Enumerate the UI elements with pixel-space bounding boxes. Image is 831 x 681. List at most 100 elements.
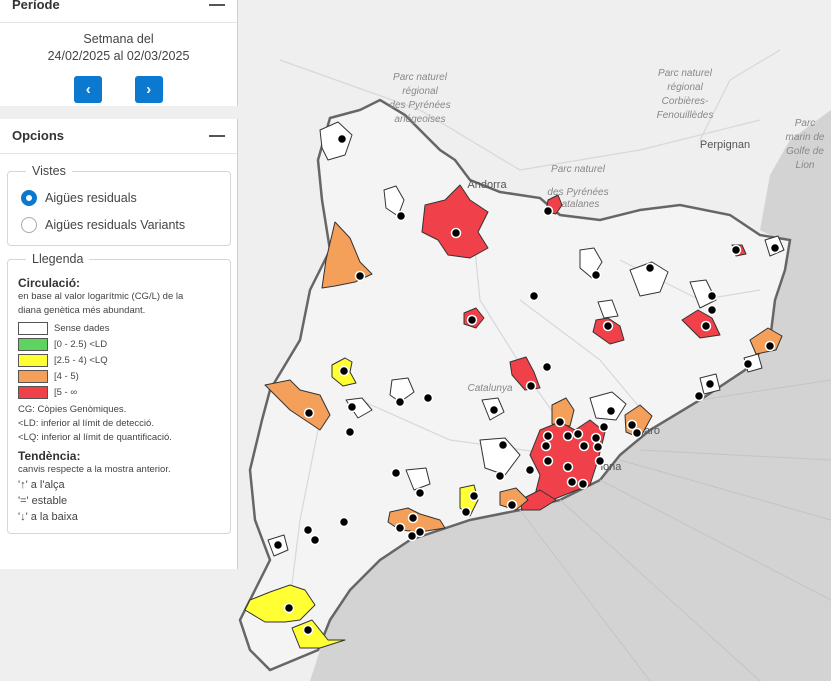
sample-point [336, 133, 348, 145]
map-label-line: Golfe de [786, 146, 824, 157]
sample-point [572, 428, 584, 440]
area-nodata [689, 279, 717, 309]
collapse-icon[interactable] [209, 4, 225, 6]
sample-point [406, 530, 418, 542]
tendencia-desc: canvis respecte a la mostra anterior. [18, 464, 171, 475]
sample-point [706, 290, 718, 302]
sampling-points[interactable] [272, 133, 781, 636]
sample-point [769, 242, 781, 254]
sample-point [450, 227, 462, 239]
opcions-title: Opcions [12, 128, 65, 143]
legend-item-ld: [0 - 2.5) <LD [18, 336, 222, 352]
legend-label: [5 - ∞ [54, 386, 78, 398]
area-nodata [319, 121, 353, 161]
previous-week-button[interactable]: ‹ [74, 76, 103, 103]
area-nodata [479, 437, 521, 476]
map-label-catalanes: Parc naturel [551, 164, 606, 175]
sample-point [541, 361, 553, 373]
sample-point [497, 439, 509, 451]
legend-label: [2.5 - 4) <LQ [54, 354, 108, 366]
sample-point [272, 539, 284, 551]
note-cg: CG: Còpies Genòmiques. [18, 404, 127, 415]
sample-point [344, 426, 356, 438]
map-label-line: ariégeoises [394, 114, 445, 125]
swatch [18, 337, 48, 351]
map-label-andorra: Andorra [467, 179, 507, 191]
map-label-mataro: aro [644, 425, 660, 437]
sample-point [742, 358, 754, 370]
sample-point [566, 476, 578, 488]
area-red [681, 309, 721, 339]
area-nodata [383, 185, 405, 217]
sample-point [525, 380, 537, 392]
sample-point [730, 244, 742, 256]
radio-selected-icon[interactable] [21, 189, 37, 206]
legend-label: [0 - 2.5) <LD [54, 338, 108, 350]
sample-point [338, 365, 350, 377]
sample-point [309, 534, 321, 546]
option-label: Aigües residuals Variants [45, 217, 186, 232]
sample-point [506, 499, 518, 511]
option-aigues-residuals-variants[interactable]: Aigües residuals Variants [18, 211, 222, 238]
area-red [519, 489, 557, 511]
week-range: 24/02/2025 al 02/03/2025 [47, 49, 190, 63]
map-label-line: des Pyrénées [547, 187, 608, 198]
legend-classes: Sense dades [0 - 2.5) <LD [2.5 - 4) <LQ … [18, 320, 222, 400]
trend-up: '↑' a l'alça [18, 479, 65, 491]
llegenda-legend: Llegenda [32, 252, 84, 266]
legend-item-lq: [2.5 - 4) <LQ [18, 352, 222, 368]
area-nodata [597, 299, 619, 319]
sample-point [542, 205, 554, 217]
sample-point [466, 314, 478, 326]
circulacio-desc: en base al valor logarítmic (CG/L) de la [18, 291, 184, 302]
next-week-button[interactable]: › [134, 76, 163, 103]
map-label-pyrenees-ariegeoises: Parc naturel [393, 72, 448, 83]
chevron-right-icon: › [146, 81, 152, 98]
option-aigues-residuals[interactable]: Aigües residuals [18, 184, 222, 211]
sample-point [602, 320, 614, 332]
area-yellow [244, 584, 316, 623]
opcions-header[interactable]: Opcions [0, 119, 237, 154]
sample-point [354, 270, 366, 282]
sample-point [414, 526, 426, 538]
swatch [18, 369, 48, 383]
map-label-line: Corbières- [662, 96, 709, 107]
circulacio-desc: diana genètica més abundant. [18, 305, 146, 316]
area-red [421, 184, 489, 259]
legend-item-5-inf: [5 - ∞ [18, 384, 222, 400]
legend-label: Sense dades [54, 322, 110, 334]
sample-point [283, 602, 295, 614]
sample-point [303, 407, 315, 419]
collapse-icon[interactable] [209, 135, 225, 137]
sample-point [394, 522, 406, 534]
sample-point [468, 490, 480, 502]
week-info: Setmana del 24/02/2025 al 02/03/2025 [0, 31, 237, 65]
sample-point [706, 304, 718, 316]
sample-point [460, 506, 472, 518]
sample-point [605, 405, 617, 417]
swatch [18, 321, 48, 335]
map-label-line: régional [402, 86, 438, 97]
periode-panel: Període Setmana del 24/02/2025 al 02/03/… [0, 0, 238, 106]
map-label-line: des Pyrénées [389, 100, 450, 111]
swatch [18, 353, 48, 367]
periode-header[interactable]: Període [0, 0, 237, 23]
sample-point [592, 441, 604, 453]
sample-point [407, 512, 419, 524]
map-label-barcelona: lona [601, 461, 623, 473]
map-label-line: Fenouillèdes [657, 110, 714, 121]
map-label-line: marin de [786, 132, 825, 143]
circulacio-title: Circulació: [18, 276, 81, 290]
legend-item-4-5: [4 - 5) [18, 368, 222, 384]
sample-point [422, 392, 434, 404]
map-label-catalunya: Catalunya [467, 383, 512, 394]
sample-point [577, 478, 589, 490]
area-nodata [589, 391, 627, 421]
area-orange [264, 379, 331, 431]
radio-unselected-icon[interactable] [21, 216, 37, 233]
legend-label: [4 - 5) [54, 370, 79, 382]
sample-point [631, 427, 643, 439]
week-label: Setmana del [83, 32, 154, 46]
sample-point [338, 516, 350, 528]
option-label: Aigües residuals [45, 190, 137, 205]
